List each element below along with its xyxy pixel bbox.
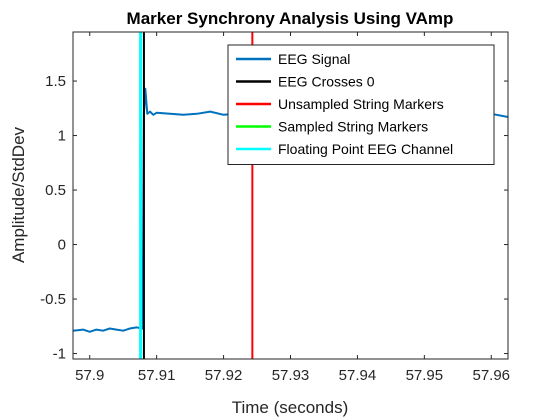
- legend: EEG Signal EEG Crosses 0 Unsampled String …: [227, 44, 495, 165]
- x-tick-label: 57.91: [138, 367, 176, 384]
- x-ticks: 57.9 57.91 57.92 57.93 57.94 57.95 57.96: [75, 32, 510, 384]
- legend-entry: EEG Signal: [278, 51, 350, 67]
- y-tick-label: 1: [58, 128, 66, 145]
- legend-entry: Floating Point EEG Channel: [278, 141, 453, 157]
- x-axis-label: Time (seconds): [232, 398, 349, 417]
- chart-title: Marker Synchrony Analysis Using VAmp: [127, 9, 454, 28]
- legend-box: [227, 44, 495, 165]
- y-tick-label: 1.5: [45, 73, 66, 90]
- y-tick-label: -0.5: [40, 291, 66, 308]
- legend-entry: Unsampled String Markers: [278, 96, 444, 112]
- legend-entry: Sampled String Markers: [278, 119, 428, 135]
- x-tick-label: 57.94: [339, 367, 377, 384]
- x-tick-label: 57.95: [406, 367, 444, 384]
- x-tick-label: 57.96: [472, 367, 510, 384]
- y-ticks: -1 -0.5 0 0.5 1 1.5: [40, 73, 508, 363]
- y-tick-label: 0.5: [45, 182, 66, 199]
- legend-entry: EEG Crosses 0: [278, 74, 375, 90]
- x-tick-label: 57.92: [205, 367, 243, 384]
- y-tick-label: 0: [58, 237, 66, 254]
- x-tick-label: 57.9: [75, 367, 104, 384]
- y-tick-label: -1: [53, 346, 66, 363]
- y-axis-label: Amplitude/StdDev: [9, 126, 28, 263]
- x-tick-label: 57.93: [272, 367, 310, 384]
